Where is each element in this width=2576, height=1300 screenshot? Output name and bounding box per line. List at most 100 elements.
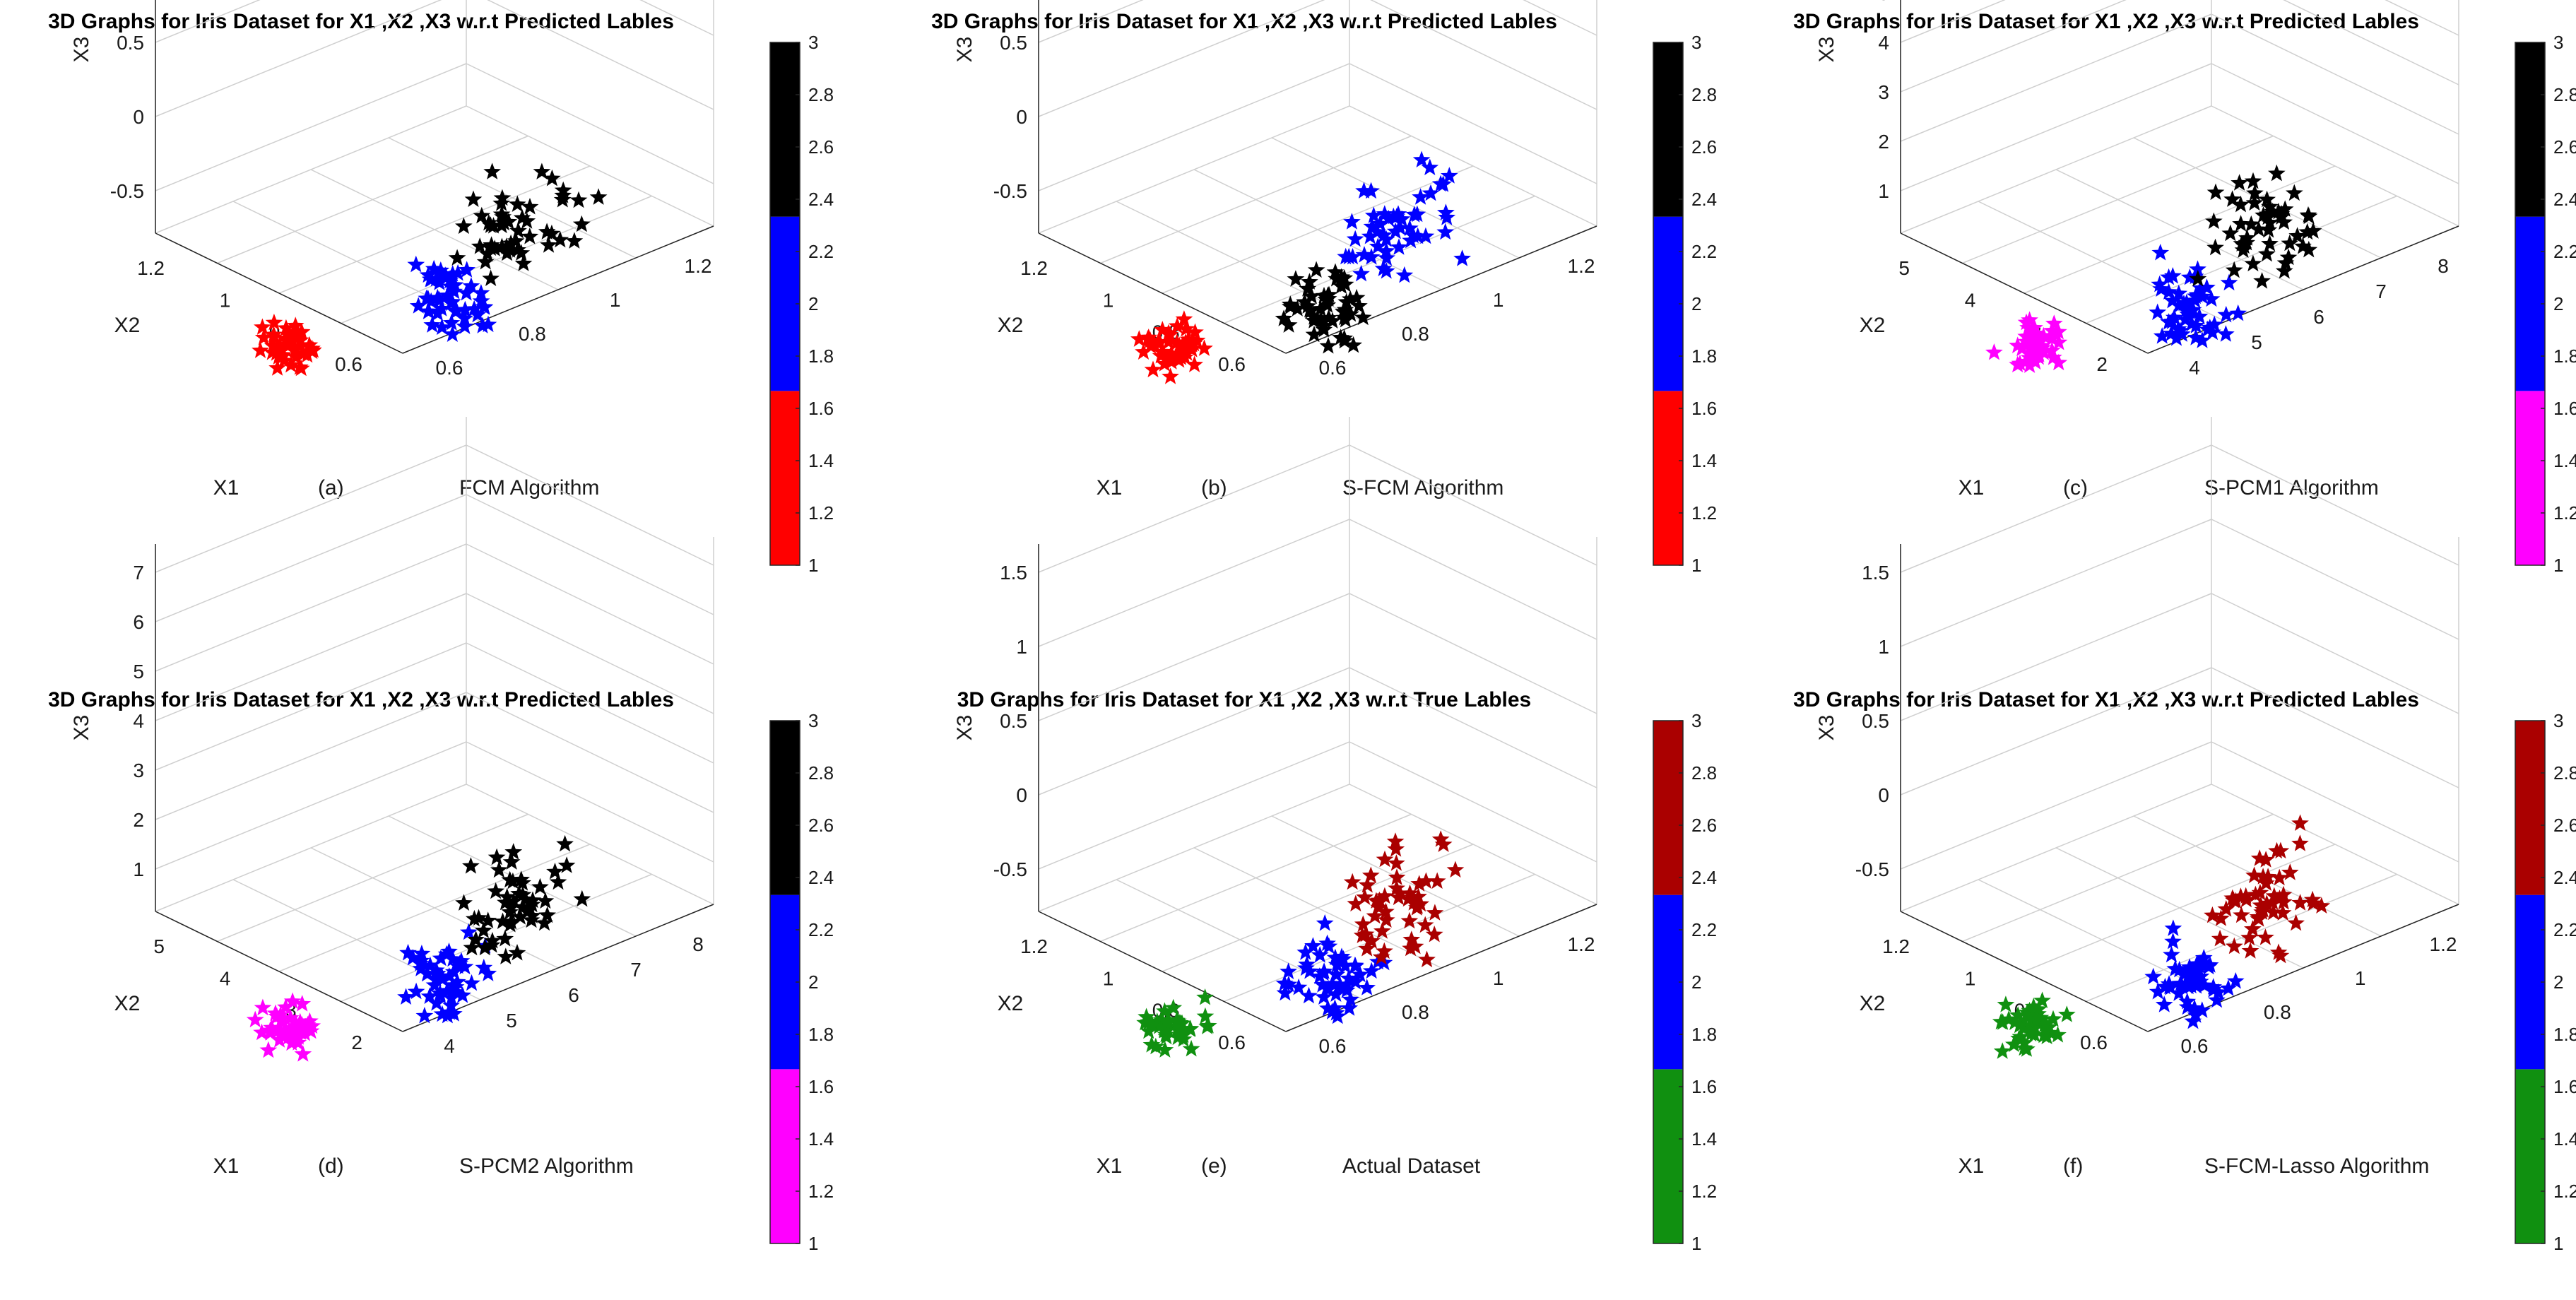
grid-line [1038,593,1350,721]
data-point-star [2179,977,2197,995]
scatter-points [1130,150,1471,384]
panel-caption: Actual Dataset [1342,1154,1481,1178]
colorbar: 1 1.2 1.4 1.6 1.8 2 2.2 2.4 2.6 2.8 3 [2515,32,2576,576]
data-point-star [1389,205,1407,222]
data-point-star [1300,986,1318,1004]
data-point-star [2163,312,2181,329]
data-point-star [1288,300,1306,317]
data-point-star [492,216,511,234]
data-point-star [494,912,512,929]
data-point-star [287,348,305,365]
data-point-star [536,892,555,909]
data-point-star [1153,343,1171,360]
data-point-star [446,276,464,293]
data-point-star [1371,214,1389,232]
data-point-star [2204,906,2221,923]
data-point-star [2303,890,2322,908]
data-point-star [2165,308,2183,326]
data-point-star [433,1005,451,1022]
data-point-star [2149,303,2167,320]
y-tick-label: 1.2 [137,257,165,279]
data-point-star [2188,285,2206,303]
data-point-star [1336,957,1354,974]
data-point-star [294,1045,312,1062]
data-point-star [271,1031,288,1048]
data-point-star [2044,1010,2062,1027]
data-point-star [1431,830,1450,847]
data-point-star [1305,312,1323,329]
data-point-star [2009,355,2026,373]
data-point-star [2011,1027,2030,1045]
data-point-star [2021,311,2038,328]
data-point-star [1401,884,1419,902]
data-point-star [1323,974,1342,992]
data-point-star [549,873,567,890]
grid-line [1271,137,1520,259]
data-point-star [2153,327,2171,344]
y-axis-label: X2 [1860,992,1886,1015]
x-tick-label: 1 [610,289,621,311]
data-point-star [2045,348,2062,365]
data-point-star [1323,312,1342,329]
data-point-star [475,921,492,938]
data-point-star [501,870,519,888]
data-point-star [425,259,443,277]
data-point-star [1276,983,1294,1001]
y-tick-label: 4 [1965,289,1976,311]
grid-line [1900,444,2212,573]
data-point-star [1362,962,1381,979]
colorbar-tick-label: 1.6 [1691,398,1717,419]
data-point-star [2264,903,2282,921]
z-axis-label: X3 [1815,715,1838,741]
data-point-star [1353,926,1371,943]
data-point-star [444,265,461,282]
grid-lines [1038,0,1597,354]
data-point-star [512,244,531,261]
x-tick-label: 6 [568,984,579,1006]
colorbar-tick-label: 1.8 [808,1024,834,1045]
colorbar-tick-label: 1.4 [1691,1128,1717,1150]
data-point-star [1142,1036,1161,1053]
panel-label: (b) [1201,476,1227,500]
data-point-star [2163,945,2180,963]
data-point-star [1436,223,1455,240]
data-point-star [470,909,488,926]
data-point-star [2219,979,2238,996]
z-tick-label: 5 [133,661,144,682]
data-point-star [1347,288,1366,306]
grid-line [278,165,591,294]
grid-line [466,642,714,764]
y-axis-line [1038,232,1287,354]
z-axis-label: X3 [953,37,976,63]
data-point-star [1343,873,1361,890]
data-point-star [397,988,415,1005]
colorbar-tick-label: 1.2 [1691,1181,1717,1202]
data-point-star [1312,311,1330,328]
data-point-star [1319,999,1337,1017]
data-point-star [2028,1011,2046,1028]
data-point-star [454,986,471,1003]
data-point-star [1361,866,1380,883]
grid-line [1038,63,1350,191]
data-point-star [1370,898,1388,916]
data-point-star [277,998,295,1015]
data-point-star [430,291,449,308]
x-axis-line [1285,225,1597,354]
data-point-star [1135,343,1152,360]
data-point-star [1388,854,1405,871]
data-point-star [2229,304,2247,321]
data-point-star [2170,296,2188,314]
panel-b: 3D Graphs for Iris Dataset for X1 ,X2 ,X… [931,0,1717,576]
grid-line [1349,105,1597,227]
y-axis-label: X2 [114,314,141,337]
data-point-star [2217,325,2235,342]
grid-line [2211,784,2459,905]
data-point-star [1380,209,1398,227]
data-point-star [254,318,271,335]
data-point-star [1412,150,1431,167]
data-point-star [1373,922,1391,939]
data-point-star [2237,887,2255,904]
z-tick-label: 3 [1878,81,1889,103]
z-tick-label: 1 [1878,180,1889,202]
